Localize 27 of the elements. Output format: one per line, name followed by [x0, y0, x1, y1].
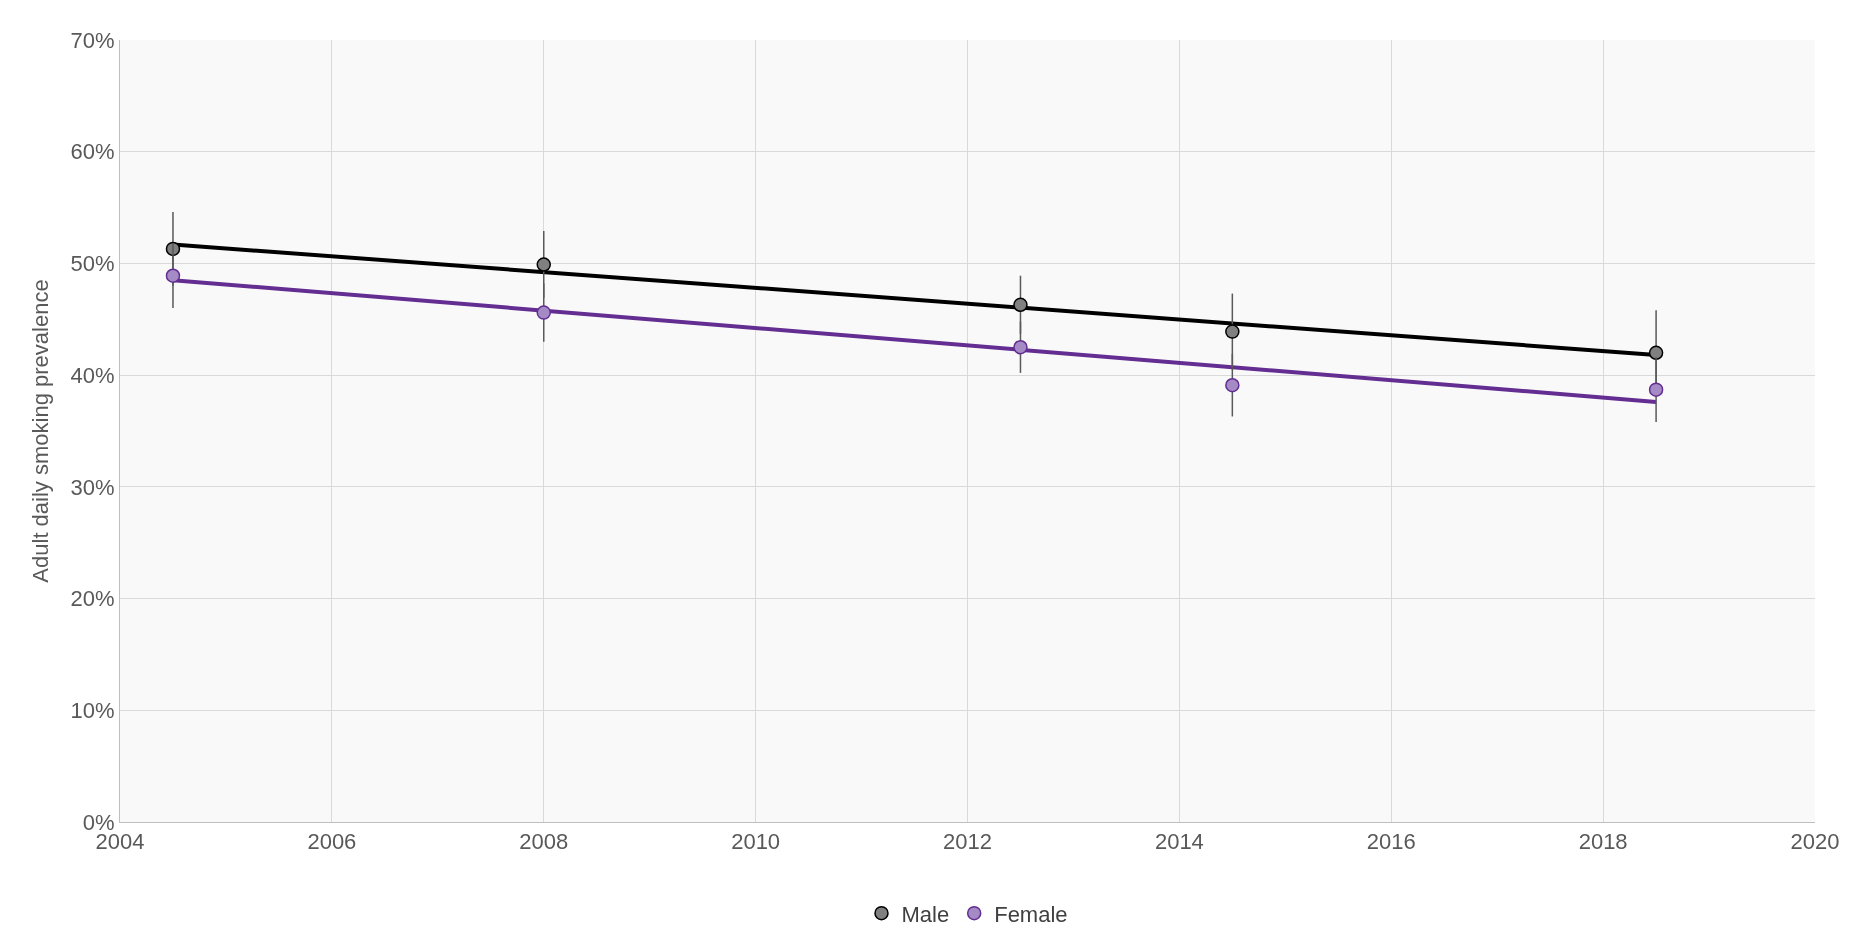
point — [1225, 324, 1240, 339]
x-tick-label: 2020 — [1790, 829, 1840, 855]
y-tick-label: 60% — [70, 139, 115, 165]
point — [1013, 339, 1028, 355]
point — [165, 268, 181, 283]
y-axis-title: Adult daily smoking prevalence — [28, 279, 54, 583]
point — [1225, 377, 1240, 393]
point — [1648, 345, 1664, 361]
point — [1648, 382, 1664, 397]
y-tick-label: 70% — [70, 27, 115, 53]
legend-label: Female — [994, 901, 1068, 927]
legend-label: Male — [901, 901, 950, 927]
x-tick-label: 2008 — [519, 829, 569, 855]
point — [536, 305, 551, 320]
y-tick-label: 10% — [70, 697, 115, 723]
y-tick-label: 20% — [70, 586, 115, 612]
y-tick-label: 40% — [70, 362, 115, 388]
point — [1013, 297, 1028, 312]
x-tick-label: 2014 — [1154, 829, 1204, 855]
x-tick-label: 2010 — [731, 829, 781, 855]
y-tick-label: 30% — [70, 474, 115, 500]
y-tick-label: 50% — [70, 251, 115, 277]
point — [536, 257, 551, 272]
x-tick-label: 2018 — [1578, 829, 1628, 855]
x-tick-label: 2006 — [307, 829, 357, 855]
x-tick-label: 2012 — [943, 829, 992, 855]
x-tick-label: 2016 — [1366, 829, 1416, 855]
